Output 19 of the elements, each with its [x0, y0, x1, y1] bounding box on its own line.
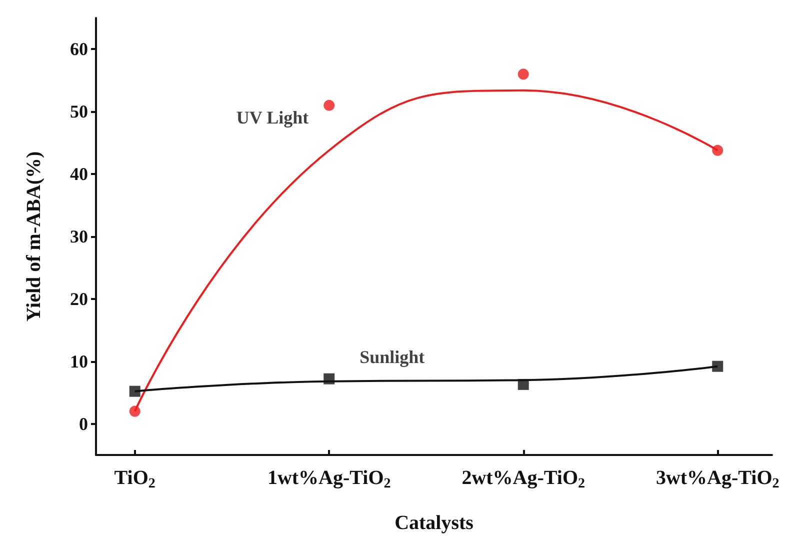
point: [518, 68, 529, 80]
y-tick-label: 50: [70, 102, 88, 122]
point: [712, 144, 724, 156]
y-tick-label: 40: [70, 164, 88, 184]
y-tick-label: 20: [70, 288, 88, 309]
y-axis-title: Yield of m-ABA(%): [23, 151, 45, 322]
point: [324, 100, 335, 111]
y-tick-label: 60: [70, 39, 88, 60]
point: [129, 406, 140, 417]
y-tick-label: 0: [79, 414, 88, 434]
series-label: Sunlight: [360, 346, 425, 367]
point: [518, 378, 529, 390]
x-axis-title: Catalysts: [394, 512, 474, 534]
y-tick-label: 10: [70, 351, 88, 372]
point: [712, 360, 724, 372]
y-tick-label: 30: [70, 226, 88, 246]
series-label: UV Light: [236, 107, 309, 128]
point: [129, 386, 140, 397]
point: [324, 373, 335, 384]
